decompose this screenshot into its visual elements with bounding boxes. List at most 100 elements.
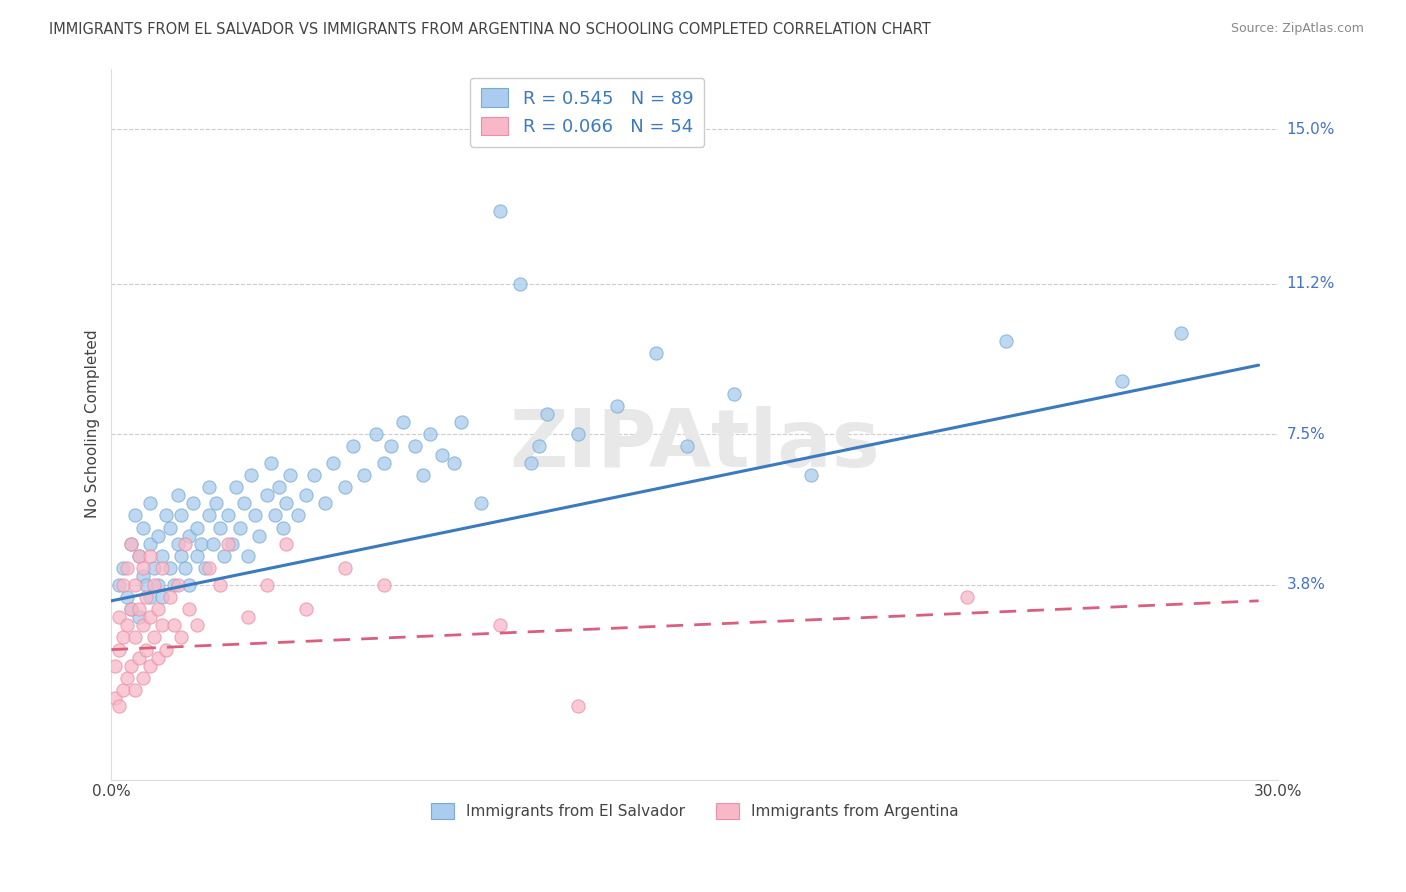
Point bbox=[135, 577, 157, 591]
Point bbox=[450, 415, 472, 429]
Point bbox=[131, 569, 153, 583]
Point bbox=[135, 642, 157, 657]
Point bbox=[276, 496, 298, 510]
Point bbox=[139, 610, 162, 624]
Point bbox=[644, 346, 666, 360]
Point bbox=[197, 480, 219, 494]
Point bbox=[419, 427, 441, 442]
Point bbox=[150, 590, 173, 604]
Point bbox=[159, 590, 181, 604]
Point bbox=[128, 549, 150, 563]
Point bbox=[128, 650, 150, 665]
Point bbox=[174, 537, 197, 551]
Point bbox=[179, 602, 201, 616]
Point bbox=[120, 602, 142, 616]
Point bbox=[170, 508, 193, 523]
Point bbox=[412, 467, 434, 482]
Point bbox=[676, 439, 699, 453]
Text: Source: ZipAtlas.com: Source: ZipAtlas.com bbox=[1230, 22, 1364, 36]
Point bbox=[115, 561, 138, 575]
Point bbox=[404, 439, 426, 453]
Point bbox=[271, 521, 294, 535]
Point bbox=[186, 521, 208, 535]
Point bbox=[115, 618, 138, 632]
Point bbox=[373, 456, 395, 470]
Point bbox=[567, 699, 589, 714]
Point bbox=[229, 521, 252, 535]
Point bbox=[342, 439, 364, 453]
Point bbox=[295, 488, 318, 502]
Point bbox=[256, 577, 278, 591]
Point bbox=[135, 590, 157, 604]
Point bbox=[245, 508, 267, 523]
Text: IMMIGRANTS FROM EL SALVADOR VS IMMIGRANTS FROM ARGENTINA NO SCHOOLING COMPLETED : IMMIGRANTS FROM EL SALVADOR VS IMMIGRANT… bbox=[49, 22, 931, 37]
Point bbox=[166, 537, 188, 551]
Point bbox=[240, 467, 263, 482]
Point bbox=[1111, 375, 1133, 389]
Point bbox=[131, 561, 153, 575]
Point bbox=[236, 549, 259, 563]
Point bbox=[150, 549, 173, 563]
Point bbox=[197, 508, 219, 523]
Point bbox=[205, 496, 228, 510]
Point bbox=[380, 439, 402, 453]
Point bbox=[221, 537, 243, 551]
Point bbox=[322, 456, 344, 470]
Point bbox=[139, 658, 162, 673]
Point bbox=[209, 521, 232, 535]
Point bbox=[170, 631, 193, 645]
Point bbox=[108, 577, 131, 591]
Text: 11.2%: 11.2% bbox=[1286, 277, 1334, 292]
Point bbox=[170, 549, 193, 563]
Point bbox=[186, 549, 208, 563]
Point bbox=[212, 549, 235, 563]
Point bbox=[146, 602, 169, 616]
Point bbox=[159, 561, 181, 575]
Point bbox=[174, 561, 197, 575]
Point bbox=[314, 496, 336, 510]
Text: 15.0%: 15.0% bbox=[1286, 122, 1334, 137]
Point bbox=[131, 671, 153, 685]
Point bbox=[197, 561, 219, 575]
Point bbox=[108, 699, 131, 714]
Point bbox=[186, 618, 208, 632]
Point bbox=[146, 529, 169, 543]
Point bbox=[115, 671, 138, 685]
Point bbox=[994, 334, 1017, 348]
Point bbox=[267, 480, 290, 494]
Point bbox=[520, 456, 543, 470]
Point bbox=[295, 602, 318, 616]
Point bbox=[209, 577, 232, 591]
Point bbox=[232, 496, 254, 510]
Point bbox=[536, 407, 558, 421]
Point bbox=[956, 590, 979, 604]
Point bbox=[112, 683, 135, 698]
Point bbox=[124, 683, 146, 698]
Point bbox=[217, 537, 239, 551]
Point bbox=[143, 631, 166, 645]
Point bbox=[120, 537, 142, 551]
Point bbox=[124, 508, 146, 523]
Point bbox=[236, 610, 259, 624]
Point bbox=[800, 467, 823, 482]
Point bbox=[606, 399, 628, 413]
Point bbox=[217, 508, 239, 523]
Point bbox=[159, 521, 181, 535]
Point bbox=[179, 577, 201, 591]
Point bbox=[353, 467, 375, 482]
Point bbox=[260, 456, 283, 470]
Point bbox=[104, 691, 127, 706]
Point bbox=[527, 439, 550, 453]
Point bbox=[194, 561, 217, 575]
Point bbox=[430, 448, 453, 462]
Point bbox=[112, 577, 135, 591]
Point bbox=[201, 537, 224, 551]
Point bbox=[112, 561, 135, 575]
Point bbox=[333, 480, 356, 494]
Point bbox=[263, 508, 285, 523]
Point bbox=[128, 549, 150, 563]
Point bbox=[112, 631, 135, 645]
Point bbox=[392, 415, 415, 429]
Point bbox=[489, 618, 512, 632]
Point bbox=[179, 529, 201, 543]
